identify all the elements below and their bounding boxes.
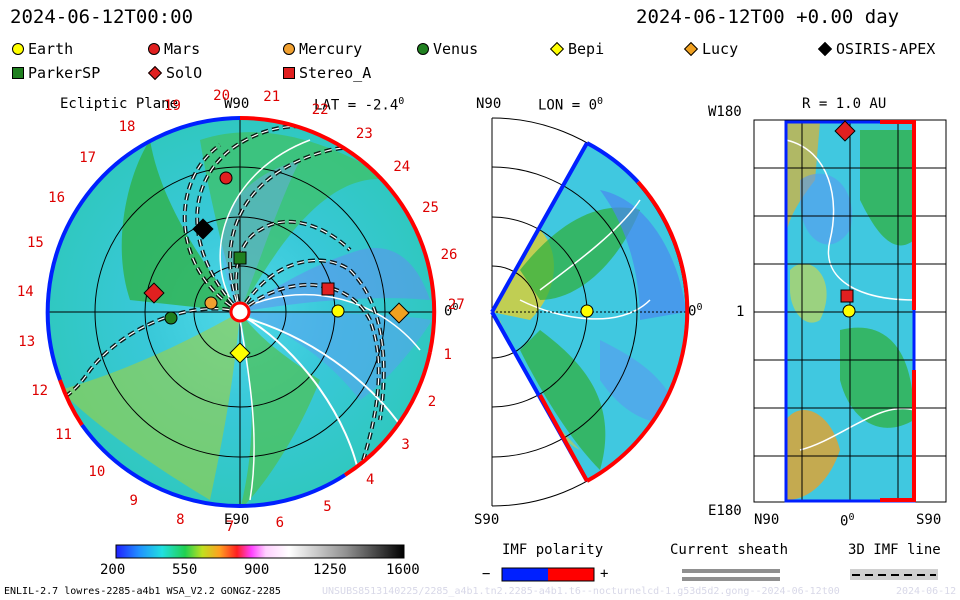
meridional-panel <box>490 117 690 507</box>
meridional-bottom-label: S90 <box>474 512 500 528</box>
carrington-label: 12 <box>31 382 49 399</box>
carrington-label: 6 <box>275 514 285 531</box>
carrington-label: 15 <box>26 235 44 252</box>
radial-x-left-label: N90 <box>754 512 780 528</box>
mars-marker <box>219 171 233 185</box>
earth-marker <box>331 304 345 318</box>
ecliptic-title: Ecliptic Plane <box>60 96 179 112</box>
carrington-label: 4 <box>365 472 375 489</box>
imf-3d-line-title: 3D IMF line <box>848 542 941 558</box>
legend-parkersp: ParkerSP <box>12 64 100 82</box>
footer-date: 2024-06-12 <box>896 586 957 597</box>
carrington-label: 17 <box>79 150 97 167</box>
colorbar-tick-2: 900 <box>244 562 270 578</box>
ecliptic-right-label: 00 <box>444 302 459 320</box>
imf-plus-label: + <box>600 566 609 582</box>
radial-x-mid-label: 00 <box>840 512 855 530</box>
carrington-label: 25 <box>422 200 439 217</box>
bepi-marker <box>229 342 251 364</box>
date-right: 2024-06-12T00 +0.00 day <box>636 6 900 28</box>
imf-negative-swatch <box>502 568 548 581</box>
mercury-marker-icon <box>283 43 295 55</box>
carrington-label: 7 <box>225 518 235 535</box>
carrington-label: 1 <box>443 346 452 363</box>
imf-minus-label: − <box>482 566 491 582</box>
carrington-label: 3 <box>401 436 410 453</box>
carrington-label: 13 <box>18 334 36 351</box>
venus-marker <box>164 311 178 325</box>
footer-run: UNSUBS8513140225/2285_a4b1.tn2.2285-a4b1… <box>322 586 840 597</box>
radial-stereo-a-marker <box>840 289 854 303</box>
legend-solo: SolO <box>147 64 202 82</box>
footer-model: ENLIL-2.7 lowres-2285-a4b1 WSA_V2.2 GONG… <box>4 586 281 597</box>
ecliptic-lat-label: LAT = -2.40 <box>314 96 405 114</box>
carrington-label: 10 <box>88 464 106 481</box>
meridional-right-label: 00 <box>688 302 703 320</box>
carrington-label: 16 <box>48 189 66 206</box>
colorbar-tick-3: 1250 <box>313 562 347 578</box>
meridional-lon-label: LON = 00 <box>538 96 604 114</box>
ecliptic-plane-panel <box>45 116 437 509</box>
ecliptic-top-label: W90 <box>224 96 250 112</box>
radial-x-right-label: S90 <box>916 512 942 528</box>
stereo-a-marker-icon <box>283 67 295 79</box>
mars-marker-icon <box>148 43 160 55</box>
carrington-label: 8 <box>176 511 185 528</box>
imf-positive-swatch <box>548 568 594 581</box>
carrington-label: 21 <box>263 89 281 106</box>
radial-r-label: R = 1.0 AU <box>802 96 887 112</box>
imf-3d-line-swatch <box>850 569 938 580</box>
lucy-marker <box>388 302 410 324</box>
carrington-label: 5 <box>323 498 332 515</box>
legend-bepi: Bepi <box>549 40 604 58</box>
solo-marker <box>143 282 165 304</box>
carrington-label: 19 <box>164 97 181 114</box>
carrington-label: 27 <box>447 296 465 313</box>
carrington-label: 14 <box>16 284 34 301</box>
mercury-marker <box>204 296 218 310</box>
radial-panel <box>753 119 947 503</box>
vr-colorbar <box>115 544 405 559</box>
colorbar-tick-0: 200 <box>100 562 126 578</box>
legend-earth: Earth <box>12 40 73 58</box>
parkersp-marker <box>233 251 247 265</box>
carrington-label: 18 <box>118 119 136 136</box>
current-sheath-title: Current sheath <box>670 542 789 558</box>
date-left: 2024-06-12T00:00 <box>10 6 194 28</box>
legend-osiris-apex: OSIRIS-APEX <box>817 40 935 58</box>
meridional-top-label: N90 <box>476 96 502 112</box>
radial-mid-left-label: 1 <box>736 304 745 320</box>
carrington-label: 22 <box>311 102 329 119</box>
carrington-label: 26 <box>440 247 458 264</box>
carrington-label: 9 <box>129 493 138 510</box>
carrington-label: 24 <box>393 159 411 176</box>
osiris-apex-marker <box>192 218 214 240</box>
radial-top-left-label: W180 <box>708 104 742 120</box>
colorbar-tick-4: 1600 <box>386 562 420 578</box>
carrington-label: 23 <box>355 126 373 143</box>
venus-marker-icon <box>417 43 429 55</box>
legend-lucy: Lucy <box>683 40 738 58</box>
carrington-label: 20 <box>213 87 231 104</box>
meridional-earth-marker <box>580 304 594 318</box>
legend-stereo-a: Stereo_A <box>283 64 371 82</box>
earth-marker-icon <box>12 43 24 55</box>
colorbar-tick-1: 550 <box>172 562 198 578</box>
imf-polarity-title: IMF polarity <box>502 542 604 558</box>
radial-solo-marker <box>834 120 856 142</box>
carrington-label: 2 <box>427 394 437 411</box>
legend-mars: Mars <box>148 40 200 58</box>
current-sheath-swatch <box>682 569 780 581</box>
legend-venus: Venus <box>417 40 478 58</box>
legend-mercury: Mercury <box>283 40 362 58</box>
radial-bottom-left-label: E180 <box>708 503 742 519</box>
ecliptic-bottom-label: E90 <box>224 512 250 528</box>
stereo-a-marker <box>321 282 335 296</box>
carrington-label: 11 <box>55 426 72 443</box>
parkersp-marker-icon <box>12 67 24 79</box>
radial-earth-marker <box>842 304 856 318</box>
